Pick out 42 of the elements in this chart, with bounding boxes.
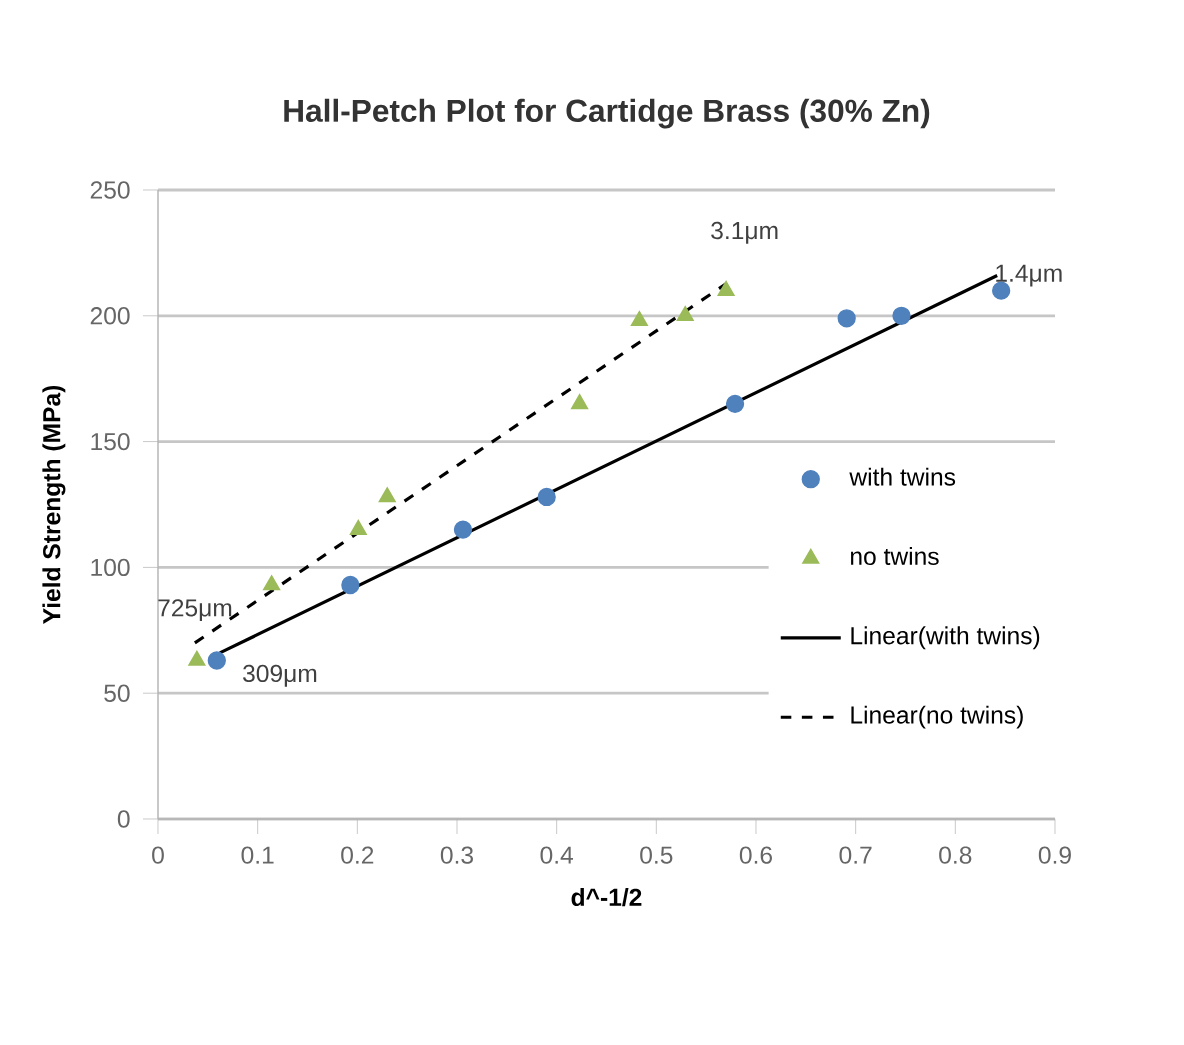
legend-label: Linear(with twins) [851,626,1040,650]
x-tick-label: 0.1 [241,846,274,864]
point [341,575,360,595]
x-tick-label: 0.2 [341,846,374,864]
x-tick-label: 0.8 [939,846,972,864]
x-tick-label: 0.3 [440,846,473,864]
x-tick-label: 0.7 [839,846,872,864]
chart-title: Hall-Petch Plot for Cartidge Brass (30% Zn) [284,98,930,129]
point [207,651,226,670]
point [717,280,735,296]
point [262,575,281,591]
x-tick-label: 0.6 [739,846,772,864]
point [378,487,396,503]
legend-label: Linear(no twins) [851,705,1023,729]
point [892,306,911,325]
y-tick-label: 100 [91,558,130,577]
y-tick-label: 50 [104,684,130,702]
x-tick-label: 0.9 [1038,846,1071,864]
annotation: 725μm [158,599,232,622]
x-tick-label: 0.4 [540,846,574,864]
point [537,487,556,507]
y-tick-label: 0 [117,810,130,828]
y-tick-label: 200 [90,307,130,325]
y-tick-label: 250 [90,181,130,199]
y-axis-title: Yield Strength (MPa) [42,385,66,624]
annotation: 1.4μm [996,264,1062,287]
point [453,520,473,539]
point [837,309,856,328]
x-axis-title: d^-1/2 [571,887,642,907]
annotation: 309μm [243,664,317,687]
point [725,394,745,414]
point [676,305,694,322]
y-tick-label: 150 [91,432,130,451]
annotation: 3.1μm [711,221,778,244]
x-tick-label: 0 [152,846,164,864]
x-tick-label: 0.5 [640,846,673,864]
point [630,310,649,327]
point [570,394,589,410]
legend-label: with twins [849,467,956,486]
point [188,650,206,666]
legend-label: no twins [851,547,939,566]
point [349,519,367,535]
